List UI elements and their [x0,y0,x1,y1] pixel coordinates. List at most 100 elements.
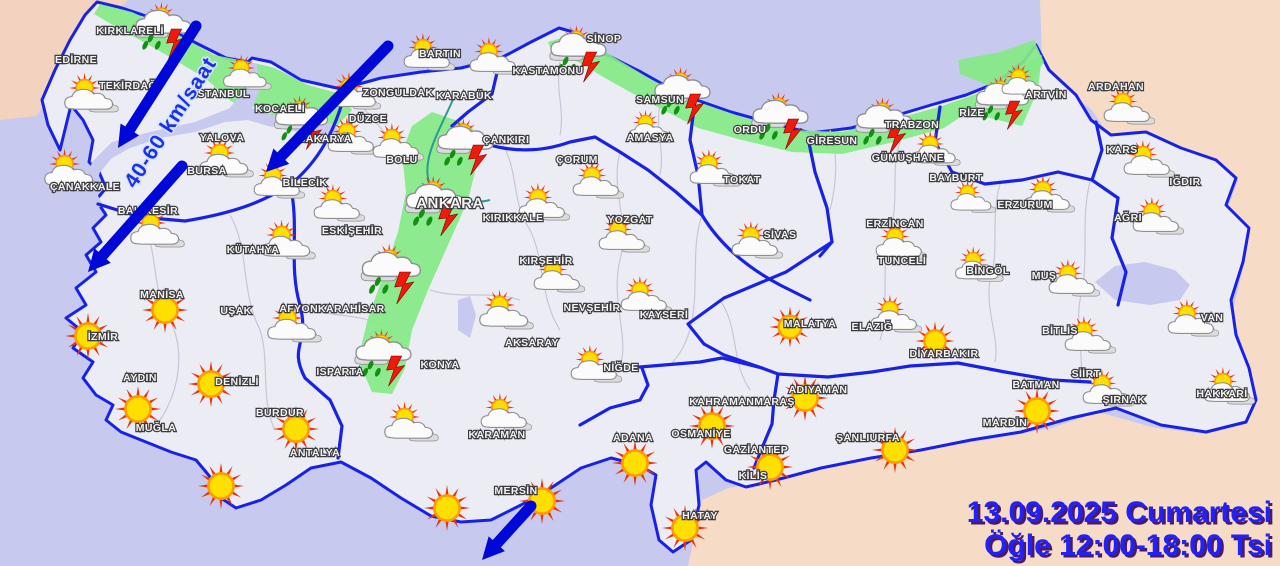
lightning-icon [581,51,601,83]
weather-icon-sun [688,402,736,450]
cloud-glyph [405,183,466,210]
city-label-i-zmi-r: İZMİR [88,330,119,343]
marmara-sea [86,64,340,210]
sun-glyph [746,443,794,491]
weather-icon-storm [360,243,422,305]
city-label-mani-sa: MANİSA [140,288,184,301]
city-label-kirikkale: KIRIKKALE [483,212,544,224]
city-label-erzi-ncan: ERZİNCAN [866,217,923,230]
weather-icon-suncloud [1082,368,1135,407]
weather-icon-suncloud [950,179,996,213]
cloud-glyph [654,74,711,99]
cloud-glyph [533,270,580,291]
weather-icon-storm [751,92,809,150]
cloud-glyph [628,123,670,141]
wind-arrow-icon [266,40,394,172]
city-label-batman: BATMAN [1012,379,1059,391]
caption-block: 13.09.2025 Cumartesi 13.09.2025 Cumartes… [967,496,1275,565]
cloud-glyph [1103,102,1150,123]
lightning-icon [468,144,488,176]
city-label-i-dir: IĞDIR [1169,175,1200,188]
city-label-bi-tli-s: BİTLİS [1042,324,1078,337]
weather-icon-suncloud [1132,196,1185,235]
city-label-elazi-: ELAZIĞ [852,320,893,333]
city-label-van: VAN [1201,312,1224,324]
city-label-deni-zli-: DENİZLİ [215,375,259,388]
raindrop-glyph [771,130,778,140]
city-label-ri-ze: RİZE [959,106,985,119]
city-label-bayburt: BAYBURT [929,172,982,184]
cloud-glyph [598,230,645,251]
city-label-ki-li-s: KİLİS [739,469,768,482]
weather-icon-suncloud [620,275,673,314]
city-label-u-ak: UŞAK [220,305,251,317]
weather-icon-sun [197,462,245,510]
cloud-glyph [327,132,374,153]
cloud-glyph [361,251,422,278]
raindrop-glyph [562,56,569,66]
weather-icon-suncloud [403,32,456,71]
weather-icon-suncloud [479,289,534,330]
weather-icon-storm [354,329,412,387]
weather-icon-storm [134,2,192,60]
weather-icon-suncloud [1048,258,1101,297]
weather-icon-suncloud [912,130,961,166]
weather-icon-storm [404,175,466,237]
region-borders [96,58,1128,470]
city-label-antalya: ANTALYA [290,447,340,459]
city-label-mu-: MUŞ [1032,270,1057,282]
raindrop-glyph [413,216,420,226]
cloud-glyph [267,318,317,340]
city-label-eski-ehi-r: ESKİŞEHİR [322,224,382,237]
lightning-icon [394,271,415,305]
cloud-glyph [1001,77,1043,95]
weather-icon-suncloud [875,221,928,260]
lightning-icon [685,93,705,125]
sun-glyph [611,439,659,487]
weather-icon-suncloud [731,220,784,259]
cloud-glyph [731,236,778,257]
city-label-afyonkarahi-sar: AFYONKARAHİSAR [279,302,384,315]
weather-icons-layer [44,2,1256,552]
cloud-glyph [1123,155,1170,176]
weather-icon-suncloud [870,294,923,333]
sun-glyph [661,504,709,552]
city-label-k-tahya: KÜTAHYA [227,243,279,256]
city-label-kahramanmara-: KAHRAMANMARAŞ [689,396,795,408]
city-label-kocaeli-: KOCAELİ [255,102,305,115]
city-label-mersi-n: MERSİN [494,484,537,497]
cloud-glyph [518,198,565,219]
cloud-glyph [950,193,992,211]
city-label-kayseri-: KAYSERİ [640,308,689,321]
city-label-a-ri: AĞRI [1114,211,1142,224]
lake-van [1095,262,1190,305]
caption-period: Öğle 12:00-18:00 Tsi [984,529,1272,562]
city-label-artvi-n: ARTVİN [1025,88,1066,101]
weather-icon-suncloud [267,302,322,343]
weather-icon-suncloud [313,183,366,222]
cloud-glyph [479,305,529,327]
weather-icon-suncloud [1023,174,1076,213]
cloud-glyph [1167,314,1214,335]
sun-glyph [187,360,235,408]
weather-icon-sun [272,405,320,453]
weather-icon-suncloud [44,148,99,189]
caption-period-shadow: Öğle 12:00-18:00 Tsi [987,532,1275,565]
cloud-glyph [1023,190,1070,211]
city-label-tunceli-: TUNCELİ [878,254,926,267]
city-label-di-yarbakir: DİYARBAKIR [910,347,979,360]
lightning-icon [438,203,459,237]
raindrop-glyph [449,149,456,159]
cloud-glyph [1203,382,1250,403]
raindrop-glyph [286,125,293,134]
cloud-glyph [856,104,913,129]
cloud-glyph [261,235,311,257]
weather-icon-sun [423,484,471,532]
city-label-aydin: AYDIN [123,372,157,384]
wind-arrow-icon [118,20,202,148]
lake-tuz [458,296,476,338]
wind-arrow-icon [482,500,537,560]
city-label-g-m-hane: GÜMÜŞHANE [872,151,944,164]
city-label-isparta: ISPARTA [316,366,363,378]
weather-icon-storm [855,97,913,155]
